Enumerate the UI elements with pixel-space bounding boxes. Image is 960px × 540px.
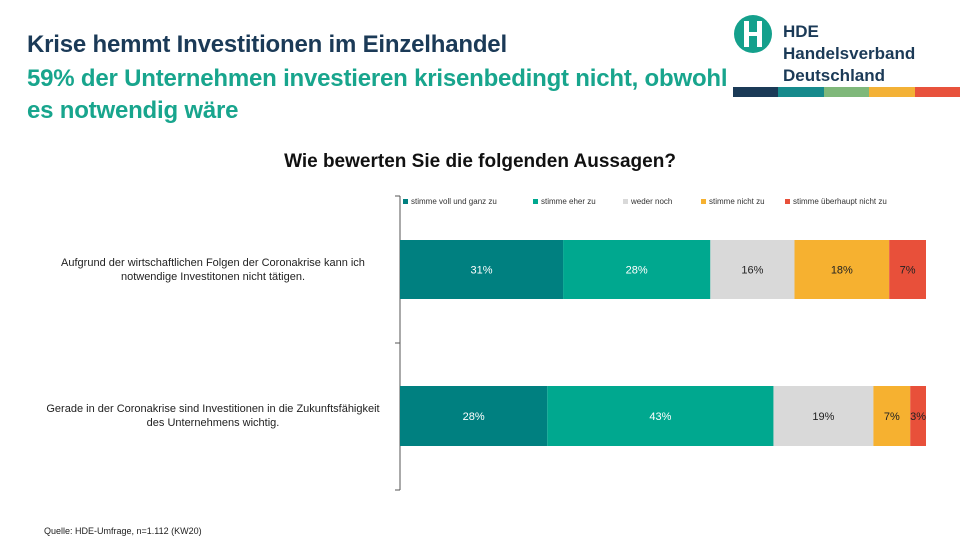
legend-swatch — [533, 199, 538, 204]
data-label-2-2: 43% — [649, 411, 671, 423]
bar-segment-1-5 — [889, 240, 926, 299]
legend-label: weder noch — [631, 197, 673, 206]
logo-stripe-5 — [914, 87, 960, 97]
legend-swatch — [701, 199, 706, 204]
bar-segment-2-2 — [547, 386, 774, 446]
data-label-1-4: 18% — [831, 265, 853, 277]
logo-color-stripes — [733, 87, 960, 97]
hde-logo-mark-icon — [734, 15, 772, 53]
bar-segment-2-3 — [773, 386, 874, 446]
bar-segment-2-4 — [873, 386, 911, 446]
logo-line-1: HDE — [783, 22, 819, 41]
data-label-2-1: 28% — [463, 411, 485, 423]
logo-wordmark: HDE Handelsverband Deutschland — [783, 21, 915, 87]
data-label-1-5: 7% — [900, 265, 916, 277]
legend-label: stimme überhaupt nicht zu — [793, 197, 887, 206]
legend-item-1: stimme voll und ganz zu — [403, 197, 497, 206]
bar-segment-1-2 — [563, 240, 711, 299]
data-label-2-5: 3% — [910, 411, 926, 423]
logo-stripe-4 — [869, 87, 915, 97]
bar-segment-2-5 — [910, 386, 926, 446]
legend-swatch — [403, 199, 408, 204]
page-subtitle: 59% der Unternehmen investieren krisenbe… — [27, 65, 728, 124]
page-title: Krise hemmt Investitionen im Einzelhande… — [27, 31, 507, 58]
category-label-2: Gerade in der Coronakrise sind Investiti… — [46, 403, 380, 429]
category-label-1: Aufgrund der wirtschaftlichen Folgen der… — [61, 257, 365, 283]
data-label-2-3: 19% — [812, 411, 834, 423]
legend-item-4: stimme nicht zu — [701, 197, 765, 206]
data-label-1-3: 16% — [741, 265, 763, 277]
legend-label: stimme eher zu — [541, 197, 596, 206]
logo-stripe-3 — [823, 87, 870, 97]
data-label-1-2: 28% — [626, 265, 648, 277]
bar-segment-1-3 — [710, 240, 795, 299]
logo-line-3: Deutschland — [783, 66, 886, 85]
source-note: Quelle: HDE-Umfrage, n=1.112 (KW20) — [44, 526, 202, 536]
bar-segment-1-4 — [794, 240, 890, 299]
bar-segment-1-1 — [400, 240, 564, 299]
legend-item-3: weder noch — [623, 197, 672, 206]
legend-label: stimme nicht zu — [709, 197, 765, 206]
logo-stripe-2 — [778, 87, 824, 97]
bar-segment-2-1 — [400, 386, 548, 446]
legend-swatch — [623, 199, 628, 204]
data-label-2-4: 7% — [884, 411, 900, 423]
legend-swatch — [785, 199, 790, 204]
data-label-1-1: 31% — [471, 265, 493, 277]
legend-label: stimme voll und ganz zu — [411, 197, 497, 206]
logo-stripe-1 — [733, 87, 779, 97]
legend-item-5: stimme überhaupt nicht zu — [785, 197, 887, 206]
legend-item-2: stimme eher zu — [533, 197, 596, 206]
chart-title: Wie bewerten Sie die folgenden Aussagen? — [284, 151, 676, 172]
hde-logo: HDE Handelsverband Deutschland — [733, 12, 960, 98]
logo-line-2: Handelsverband — [783, 44, 916, 63]
